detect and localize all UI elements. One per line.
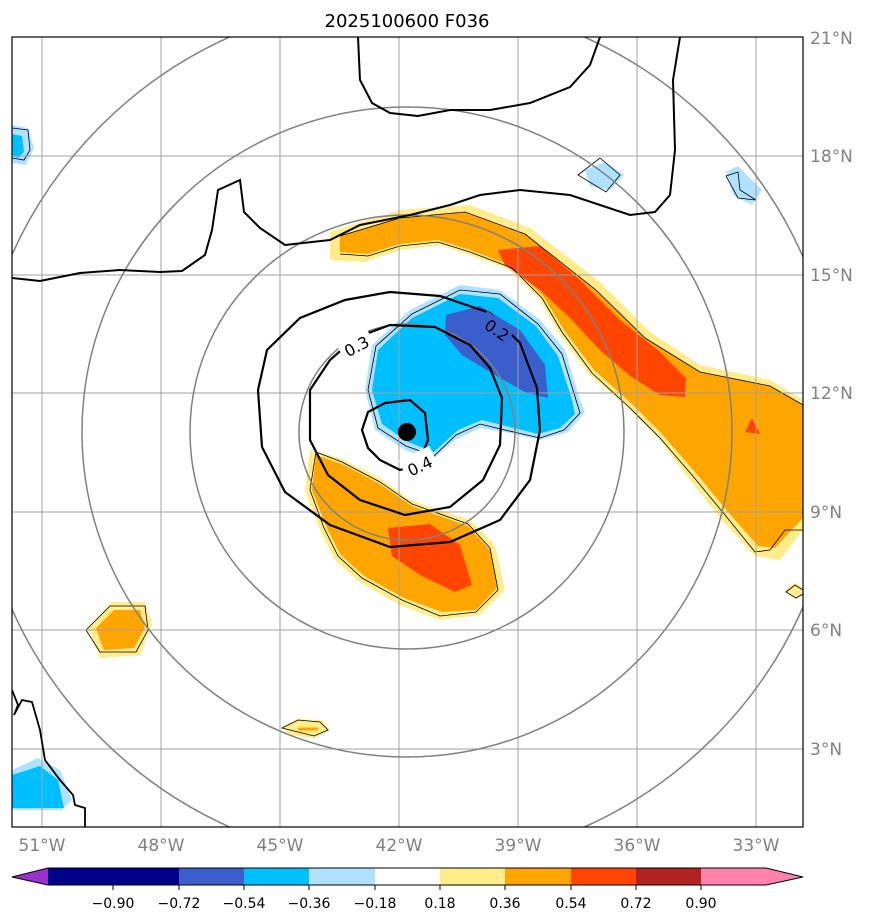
cb-label-9: 0.72 — [620, 896, 651, 912]
cb-label-1: −0.90 — [92, 896, 135, 912]
colorbar-bin-1 — [48, 868, 113, 885]
colorbar-outline — [11, 867, 804, 886]
lon-label-36w: 36°W — [614, 836, 661, 856]
lat-label-21n: 21°N — [810, 29, 853, 49]
coastline-southwest — [12, 689, 86, 827]
coastline-north — [12, 37, 681, 283]
positive-band-northeast-max — [498, 246, 686, 397]
lat-label-12n: 12°N — [810, 384, 853, 404]
negative-cell-northeast — [726, 166, 762, 205]
cb-label-7: 0.36 — [489, 896, 520, 912]
contour-0-2 — [256, 290, 542, 549]
colorbar-bin-8 — [505, 868, 571, 885]
positive-band-northeast — [330, 205, 803, 560]
colorbar-bin-7 — [440, 868, 505, 885]
map-frame — [11, 36, 804, 828]
range-ring-1 — [298, 323, 516, 541]
storm-center-marker — [398, 423, 416, 441]
colorbar-bin-5 — [309, 868, 375, 885]
colorbar-extend-right — [766, 868, 803, 885]
contour-label-bg-3 — [398, 445, 439, 481]
colorbar-ticks — [112, 885, 702, 890]
outline-area-south — [309, 451, 499, 617]
anomaly-fields — [12, 125, 803, 810]
contour-label-bg-1 — [334, 324, 375, 360]
negative-cell-northwest-core — [12, 134, 24, 158]
colorbar-bin-11 — [701, 868, 766, 885]
lon-label-45w: 45°W — [257, 836, 304, 856]
colorbar-bin-9 — [571, 868, 636, 885]
colorbar-bin-6 — [375, 868, 440, 885]
outline-cell-northwest — [12, 127, 31, 161]
lat-label-15n: 15°N — [810, 266, 853, 286]
cb-label-8: 0.54 — [555, 896, 586, 912]
heavy-contours — [256, 290, 542, 549]
cb-label-3: −0.54 — [223, 896, 266, 912]
contour-label-bg-2 — [474, 310, 516, 349]
cb-label-4: −0.36 — [288, 896, 331, 912]
outline-area-center — [367, 289, 581, 457]
negative-cell-north — [585, 162, 624, 190]
colorbar-extend-left — [12, 868, 48, 885]
lon-label-51w: 51°W — [19, 836, 66, 856]
colorbar-bin-3 — [179, 868, 244, 885]
colorbar: −0.90 −0.72 −0.54 −0.36 −0.18 0.18 0.36 … — [11, 867, 804, 912]
contour-0-4 — [360, 398, 430, 472]
cb-label-10: 0.90 — [685, 896, 716, 912]
outline-cell-south — [280, 719, 329, 737]
coastline-north-island — [357, 37, 601, 118]
lon-label-33w: 33°W — [733, 836, 780, 856]
colorbar-bin-10 — [636, 868, 701, 885]
longitude-labels: 51°W 48°W 45°W 42°W 39°W 36°W 33°W — [19, 836, 780, 856]
outline-cell-northeast — [725, 171, 757, 201]
lat-label-18n: 18°N — [810, 147, 853, 167]
anomaly-outlines — [12, 127, 803, 737]
map-area: 0.3 0.2 0.4 — [12, 37, 803, 827]
outline-cell-east — [785, 584, 803, 599]
contour-0-3 — [308, 323, 504, 517]
lon-label-42w: 42°W — [376, 836, 423, 856]
outline-cell-north — [577, 157, 621, 193]
lat-label-9n: 9°N — [810, 503, 842, 523]
negative-cell-southwest-core — [12, 766, 64, 808]
colorbar-bin-2 — [113, 868, 179, 885]
lat-label-3n: 3°N — [810, 740, 842, 760]
lat-label-6n: 6°N — [810, 621, 842, 641]
lon-label-48w: 48°W — [138, 836, 185, 856]
range-ring-3 — [81, 106, 733, 758]
latitude-labels: 21°N 18°N 15°N 12°N 9°N 6°N 3°N — [810, 29, 853, 760]
lon-label-39w: 39°W — [495, 836, 542, 856]
cb-label-5: −0.18 — [354, 896, 397, 912]
coastlines — [12, 37, 681, 827]
negative-area-center-max — [445, 306, 548, 398]
map-title: 2025100600 F036 — [325, 11, 490, 32]
colorbar-bin-4 — [244, 868, 309, 885]
cb-label-2: −0.72 — [158, 896, 201, 912]
cb-label-6: 0.18 — [424, 896, 455, 912]
